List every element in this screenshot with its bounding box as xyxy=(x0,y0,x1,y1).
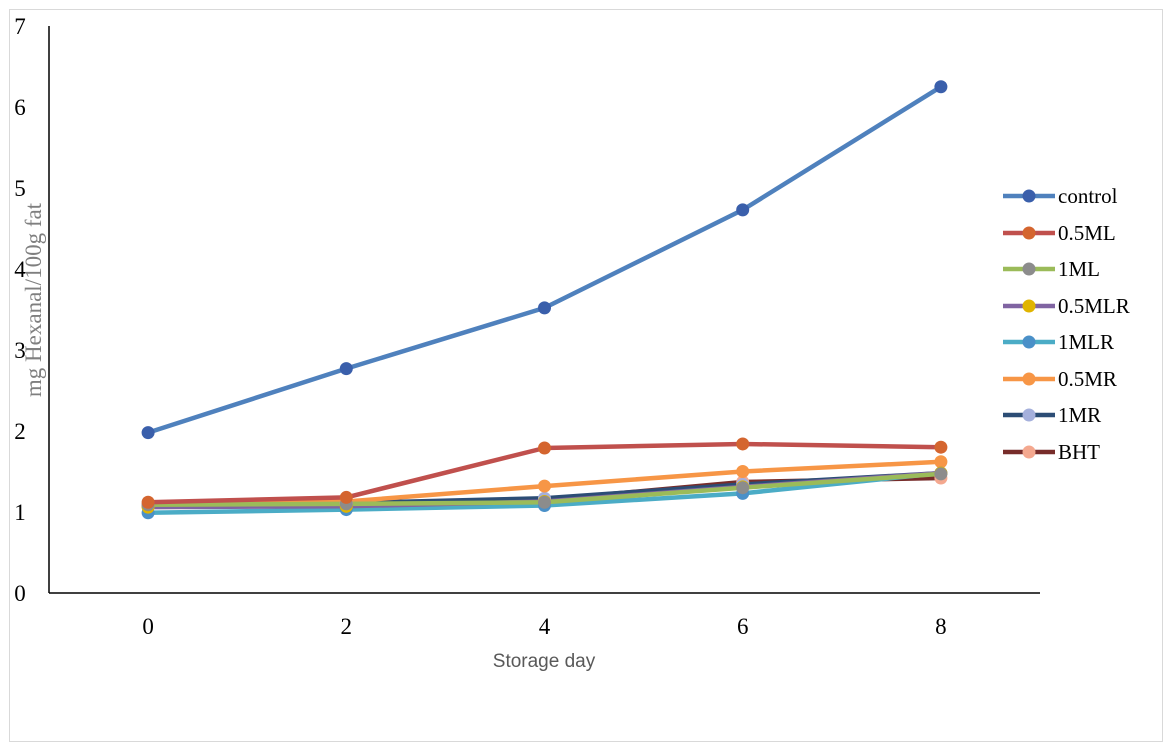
y-tick-label: 2 xyxy=(14,419,26,444)
series-markers xyxy=(141,80,948,520)
data-point-control xyxy=(934,80,948,94)
y-tick-label: 5 xyxy=(14,176,26,201)
x-tick-label: 2 xyxy=(341,614,353,639)
data-point-1ML xyxy=(736,481,750,495)
x-tick-label: 0 xyxy=(142,614,154,639)
y-tick-label: 3 xyxy=(14,338,26,363)
data-point-control xyxy=(538,301,551,315)
x-axis-label: Storage day xyxy=(492,651,596,672)
legend-swatch xyxy=(1003,408,1055,422)
legend-label: 1MLR xyxy=(1058,330,1115,354)
data-point-control xyxy=(339,362,353,376)
y-tick-label: 7 xyxy=(14,14,26,39)
x-tick-label: 4 xyxy=(539,614,551,639)
y-tick-label: 1 xyxy=(14,500,26,525)
legend-label: 1ML xyxy=(1058,257,1100,281)
legend-swatch xyxy=(1003,262,1055,276)
legend-label: 0.5MLR xyxy=(1058,293,1130,318)
data-point-1ML xyxy=(934,467,948,481)
data-point-0.5ML xyxy=(141,495,155,509)
legend-label: 1MR xyxy=(1058,403,1102,427)
legend-swatch xyxy=(1003,189,1055,203)
data-point-0.5MR xyxy=(934,455,948,469)
axes xyxy=(48,26,1040,594)
legend-swatch xyxy=(1003,335,1055,349)
data-point-0.5MR xyxy=(736,465,750,478)
data-point-control xyxy=(736,203,750,217)
chart-frame xyxy=(9,9,1163,742)
data-point-0.5ML xyxy=(736,437,750,451)
y-tick-label: 0 xyxy=(14,581,26,606)
y-tick-label: 4 xyxy=(14,257,26,282)
legend-label: 0.5ML xyxy=(1058,220,1116,245)
x-tick-labels: 0 2 4 6 8 xyxy=(142,614,946,639)
data-point-0.5MR xyxy=(538,479,551,493)
y-tick-label: 6 xyxy=(14,95,26,120)
x-tick-label: 8 xyxy=(935,614,947,639)
data-point-0.5ML xyxy=(339,490,353,504)
legend-label: BHT xyxy=(1058,439,1100,464)
y-axis-label: mg Hexanal/100g fat xyxy=(21,202,46,398)
legend-swatch xyxy=(1003,445,1055,458)
series-line-control xyxy=(145,84,944,435)
legend-label: control xyxy=(1058,184,1118,208)
x-tick-label: 6 xyxy=(737,614,749,639)
legend-swatch xyxy=(1003,299,1055,312)
data-point-0.5ML xyxy=(934,440,948,454)
data-point-control xyxy=(141,426,155,440)
legend-swatch xyxy=(1003,226,1055,239)
data-point-0.5ML xyxy=(538,441,551,455)
legend-label: 0.5MR xyxy=(1058,366,1117,391)
data-point-1ML xyxy=(538,495,551,509)
legend-swatch xyxy=(1003,372,1055,385)
y-tick-labels: 0 1 2 3 4 5 6 7 xyxy=(14,14,26,606)
